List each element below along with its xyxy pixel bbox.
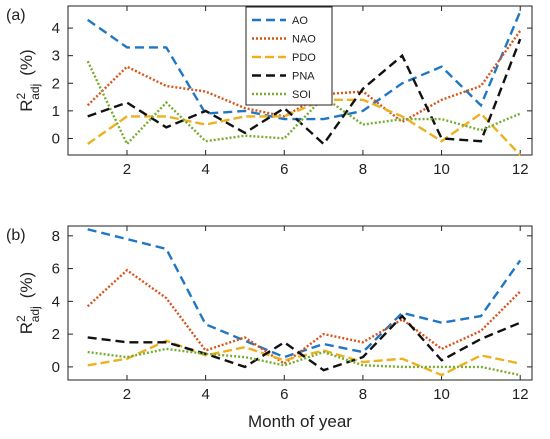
y-tick-label: 1 bbox=[52, 103, 60, 120]
y-axis-title-unit: (%) bbox=[17, 49, 36, 75]
legend-label-nao: NAO bbox=[292, 34, 316, 46]
y-tick-label: 8 bbox=[52, 228, 60, 245]
legend-label-pdo: PDO bbox=[292, 52, 316, 64]
panel-label: (a) bbox=[6, 7, 26, 24]
y-axis-title-sup: 2 bbox=[14, 92, 28, 99]
x-tick-label: 2 bbox=[123, 161, 131, 178]
y-axis-title: R2adj (%) bbox=[14, 49, 42, 111]
y-tick-label: 4 bbox=[52, 293, 60, 310]
x-axis-title: Month of year bbox=[248, 412, 352, 431]
y-axis-title: R2adj (%) bbox=[14, 272, 42, 334]
plot-frame bbox=[67, 5, 533, 156]
series-line-soi bbox=[86, 60, 521, 147]
series-line-pna bbox=[87, 314, 521, 372]
legend-label-soi: SOI bbox=[292, 89, 311, 101]
series-line-nao bbox=[86, 268, 522, 366]
x-tick-label: 4 bbox=[201, 161, 209, 178]
panel-label: (b) bbox=[6, 227, 26, 244]
legend-label-ao: AO bbox=[292, 15, 308, 27]
x-tick-label: 8 bbox=[359, 161, 367, 178]
x-tick-label: 12 bbox=[512, 386, 529, 403]
series-line-soi bbox=[87, 347, 521, 377]
y-axis-title-main: R bbox=[17, 99, 36, 111]
x-tick-label: 4 bbox=[201, 386, 209, 403]
x-tick-label: 2 bbox=[123, 386, 131, 403]
x-tick-label: 10 bbox=[433, 161, 450, 178]
legend-label-pna: PNA bbox=[292, 71, 315, 83]
series-line-pdo bbox=[87, 98, 522, 156]
series-line-pna bbox=[87, 38, 522, 146]
y-axis-title-main: R bbox=[17, 322, 36, 334]
y-tick-label: 3 bbox=[52, 48, 60, 65]
y-tick-label: 6 bbox=[52, 261, 60, 278]
plot-frame bbox=[67, 225, 533, 381]
x-tick-label: 6 bbox=[280, 386, 288, 403]
series-line-ao bbox=[87, 11, 522, 121]
legend: AO NAO PDO PNA SOI bbox=[245, 6, 333, 106]
y-axis-title-unit: (%) bbox=[17, 272, 36, 298]
y-tick-label: 4 bbox=[52, 20, 60, 37]
y-axis-title-sup: 2 bbox=[14, 315, 28, 322]
series-line-ao bbox=[87, 228, 522, 359]
x-tick-label: 10 bbox=[433, 386, 450, 403]
y-tick-label: 0 bbox=[52, 359, 60, 376]
y-tick-label: 0 bbox=[52, 130, 60, 147]
x-tick-label: 8 bbox=[359, 386, 367, 403]
y-axis-title-sub: adj bbox=[28, 306, 42, 322]
y-tick-label: 2 bbox=[52, 326, 60, 343]
y-tick-label: 2 bbox=[52, 75, 60, 92]
x-tick-label: 6 bbox=[280, 161, 288, 178]
y-axis-title-sub: adj bbox=[28, 84, 42, 100]
x-tick-label: 12 bbox=[512, 161, 529, 178]
